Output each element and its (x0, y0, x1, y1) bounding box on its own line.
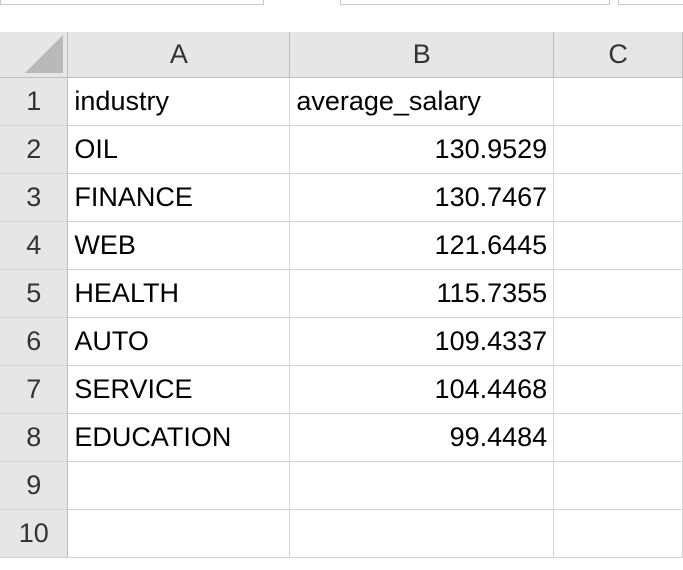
cell-b8[interactable]: 99.4484 (289, 413, 555, 462)
cell-a9[interactable] (67, 461, 291, 510)
column-header-a[interactable]: A (67, 32, 291, 78)
formula-bar-strip (0, 0, 683, 32)
row-header[interactable]: 2 (0, 125, 69, 174)
cell-b9[interactable] (289, 461, 555, 510)
cell-b7[interactable]: 104.4468 (289, 365, 555, 414)
cell-a8[interactable]: EDUCATION (67, 413, 291, 462)
cell-c10[interactable] (553, 509, 683, 558)
cell-c8[interactable] (553, 413, 683, 462)
row-header[interactable]: 9 (0, 461, 69, 510)
cell-b1[interactable]: average_salary (289, 77, 555, 126)
cell-a6[interactable]: AUTO (67, 317, 291, 366)
table-row: 10 (0, 509, 683, 558)
column-header-b[interactable]: B (289, 32, 555, 78)
cell-c3[interactable] (553, 173, 683, 222)
table-row: 4 WEB 121.6445 (0, 221, 683, 270)
row-header[interactable]: 1 (0, 77, 69, 126)
cell-c5[interactable] (553, 269, 683, 318)
cell-c1[interactable] (553, 77, 683, 126)
table-row: 5 HEALTH 115.7355 (0, 269, 683, 318)
row-header[interactable]: 3 (0, 173, 69, 222)
cell-b3[interactable]: 130.7467 (289, 173, 555, 222)
table-row: 7 SERVICE 104.4468 (0, 365, 683, 414)
row-header[interactable]: 8 (0, 413, 69, 462)
cell-c2[interactable] (553, 125, 683, 174)
cell-b10[interactable] (289, 509, 555, 558)
cell-a5[interactable]: HEALTH (67, 269, 291, 318)
cell-b2[interactable]: 130.9529 (289, 125, 555, 174)
select-all-corner[interactable] (0, 32, 69, 78)
grid-body: 1 industry average_salary 2 OIL 130.9529 3 FINA… (0, 77, 683, 558)
table-row: 1 industry average_salary (0, 77, 683, 126)
cell-a3[interactable]: FINANCE (67, 173, 291, 222)
column-header-c[interactable]: C (553, 32, 683, 78)
cell-a7[interactable]: SERVICE (67, 365, 291, 414)
spreadsheet-grid: A B C 1 industry average_salary 2 OIL 130.952… (0, 32, 683, 558)
row-header[interactable]: 10 (0, 509, 69, 558)
row-header[interactable]: 6 (0, 317, 69, 366)
formula-bar-extra[interactable] (618, 0, 683, 5)
row-header[interactable]: 7 (0, 365, 69, 414)
formula-input[interactable] (340, 0, 610, 5)
cell-b5[interactable]: 115.7355 (289, 269, 555, 318)
name-box[interactable] (0, 0, 264, 5)
cell-b4[interactable]: 121.6445 (289, 221, 555, 270)
table-row: 3 FINANCE 130.7467 (0, 173, 683, 222)
cell-c4[interactable] (553, 221, 683, 270)
row-header[interactable]: 5 (0, 269, 69, 318)
select-all-triangle-icon (25, 35, 64, 73)
table-row: 8 EDUCATION 99.4484 (0, 413, 683, 462)
cell-a10[interactable] (67, 509, 291, 558)
row-header[interactable]: 4 (0, 221, 69, 270)
cell-a4[interactable]: WEB (67, 221, 291, 270)
cell-c9[interactable] (553, 461, 683, 510)
table-row: 9 (0, 461, 683, 510)
cell-b6[interactable]: 109.4337 (289, 317, 555, 366)
cell-c7[interactable] (553, 365, 683, 414)
column-header-row: A B C (0, 32, 683, 78)
table-row: 6 AUTO 109.4337 (0, 317, 683, 366)
cell-a1[interactable]: industry (67, 77, 291, 126)
cell-a2[interactable]: OIL (67, 125, 291, 174)
cell-c6[interactable] (553, 317, 683, 366)
table-row: 2 OIL 130.9529 (0, 125, 683, 174)
